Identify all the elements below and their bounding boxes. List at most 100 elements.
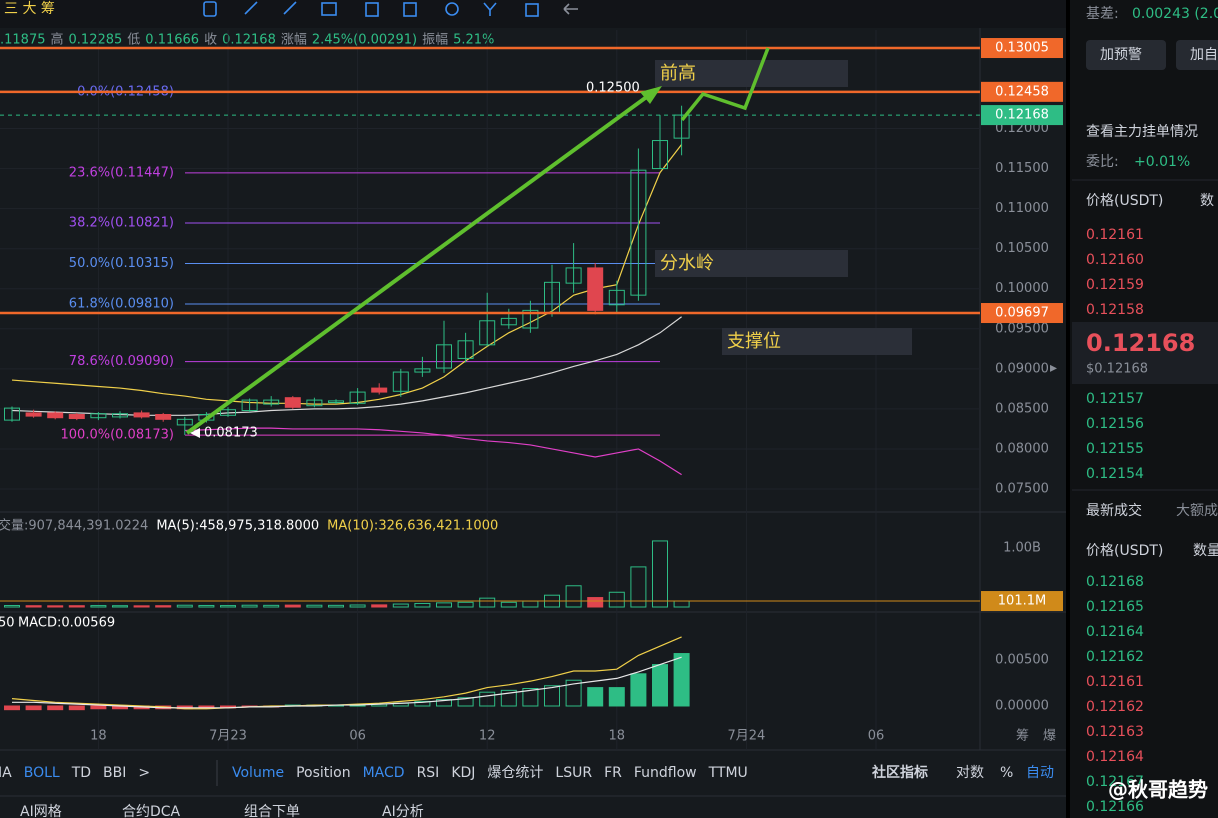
info-item: 涨幅 — [281, 33, 307, 48]
price-badge-text: 0.12168 — [995, 108, 1049, 123]
main-tab[interactable]: BBI — [103, 765, 126, 781]
trade-price: 0.12167 — [1086, 774, 1144, 790]
macd-bar — [500, 689, 517, 707]
right-tab[interactable]: 社区指标 — [871, 764, 928, 781]
right-tab[interactable]: 对数 — [956, 765, 984, 781]
high-label: 0.12500 — [586, 81, 640, 96]
main-tab[interactable]: BOLL — [24, 765, 60, 781]
volume-bar — [500, 601, 517, 608]
fib-label: 38.2%(0.10821) — [69, 215, 174, 230]
volume-bar — [25, 605, 42, 608]
macd-bar — [414, 700, 431, 707]
sub-tab[interactable]: MACD — [363, 765, 405, 781]
fib-label: 61.8%(0.09810) — [69, 296, 174, 311]
book-header: 数 — [1200, 193, 1214, 209]
macd-bar — [608, 687, 625, 707]
volume-bar — [176, 604, 193, 608]
trade-price: 0.12163 — [1086, 724, 1144, 740]
ask-price: 0.12160 — [1086, 252, 1144, 268]
candle-body — [90, 413, 107, 419]
sub-tab[interactable]: Volume — [232, 765, 284, 781]
candle-body — [608, 289, 625, 306]
candle-body — [565, 267, 582, 284]
sub-tab[interactable]: 爆仓统计 — [487, 765, 543, 781]
main-tab[interactable]: TD — [71, 765, 91, 781]
macd-header: MACD:0.00569 — [18, 616, 115, 631]
volume-bar — [392, 603, 409, 608]
candle-body — [155, 414, 172, 420]
indicator-line — [184, 427, 682, 476]
volume-bar — [630, 566, 647, 608]
candle-body — [392, 371, 409, 392]
macd-bar — [479, 691, 496, 707]
price-badge-text: 0.12458 — [995, 84, 1049, 99]
macd-bar — [587, 687, 604, 707]
collapse-handle[interactable]: ▸ — [1050, 360, 1057, 376]
candle-body — [349, 391, 366, 404]
y-tick-label: 0.10000 — [995, 281, 1049, 296]
macd-tick: 0.00000 — [995, 698, 1049, 713]
volume-bar — [565, 585, 582, 608]
volume-bar — [4, 605, 20, 608]
main-tab[interactable]: IA — [0, 765, 12, 781]
panel-button-text[interactable]: 加自 — [1190, 47, 1218, 63]
x-tick-label: 7月23 — [209, 729, 247, 744]
sub-tab[interactable]: RSI — [417, 765, 440, 781]
macd-bar — [522, 688, 539, 707]
price-badge-text: 0.13005 — [995, 41, 1049, 56]
candle-body — [652, 140, 668, 170]
right-tab[interactable]: 自动 — [1026, 765, 1054, 781]
last-price-bg — [1072, 322, 1218, 384]
sub-tab[interactable]: KDJ — [451, 765, 475, 781]
sub-tab[interactable]: Position — [296, 765, 351, 781]
annotation-text: 支撑位 — [727, 331, 781, 352]
sub-tab[interactable]: LSUR — [555, 765, 592, 781]
volume-bar — [436, 602, 452, 608]
price-badge — [981, 38, 1063, 59]
sub-tab[interactable]: TTMU — [708, 765, 748, 781]
volume-bar — [68, 605, 85, 608]
price-badge — [981, 105, 1063, 126]
book-header: 价格(USDT) — [1086, 193, 1163, 209]
volume-badge-text: 101.1M — [998, 594, 1046, 609]
candle-body — [220, 409, 236, 416]
macd-line — [12, 656, 682, 709]
bottom-tab[interactable]: AI网格 — [20, 804, 62, 818]
volume-bar — [328, 604, 344, 608]
panel-button[interactable] — [1086, 40, 1166, 70]
volume-header: 交量:907,844,391.0224 — [0, 518, 148, 534]
info-item: 0.12285 — [69, 33, 123, 48]
candle-body — [630, 169, 647, 296]
trades-tab[interactable]: 最新成交 — [1086, 502, 1142, 519]
bid-price: 0.12155 — [1086, 441, 1144, 457]
indicator-line — [11, 316, 682, 416]
axis-corner: 爆 — [1043, 729, 1056, 744]
bottom-tab[interactable]: 合约DCA — [122, 804, 181, 818]
info-item: 0.12168 — [222, 33, 276, 48]
volume-bar — [263, 604, 280, 608]
bid-price: 0.12154 — [1086, 466, 1144, 482]
sub-tab[interactable]: FR — [604, 765, 622, 781]
macd-bar — [457, 697, 474, 707]
x-tick-label: 06 — [349, 729, 366, 744]
trade-price: 0.12162 — [1086, 649, 1144, 665]
panel-button[interactable] — [1176, 40, 1218, 70]
right-tab[interactable]: % — [1000, 765, 1013, 781]
y-tick-label: 0.08500 — [995, 401, 1049, 416]
macd-bar — [4, 705, 20, 711]
trade-price: 0.12164 — [1086, 624, 1144, 640]
trades-tab[interactable]: 大额成 — [1176, 503, 1218, 519]
bottom-tab[interactable]: AI分析 — [382, 804, 424, 818]
main-tab[interactable]: > — [138, 765, 150, 781]
bottom-tab[interactable]: 组合下单 — [244, 804, 300, 818]
macd-bar — [25, 705, 42, 711]
panel-button-text[interactable]: 加预警 — [1100, 47, 1142, 63]
candle-body — [457, 340, 474, 359]
depth-link[interactable]: 查看主力挂单情况 — [1086, 124, 1198, 140]
ask-price: 0.12159 — [1086, 277, 1144, 293]
sub-tab[interactable]: Fundflow — [634, 765, 697, 781]
candle-body — [4, 407, 20, 421]
candle-body — [68, 414, 85, 420]
annotation-text: 分水岭 — [660, 253, 714, 274]
